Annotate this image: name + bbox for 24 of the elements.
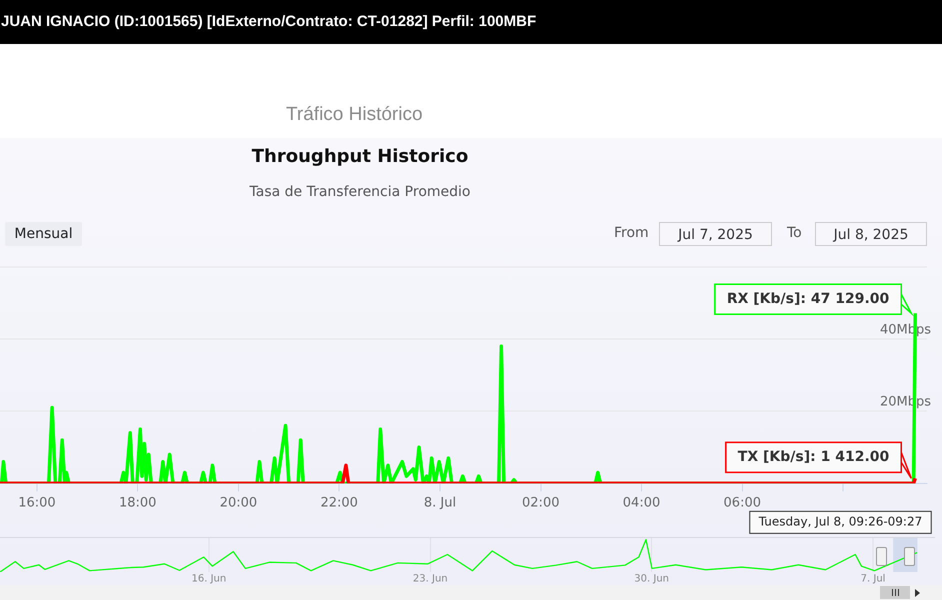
x-tick-label: 8. Jul (424, 496, 456, 511)
x-tick-label: 7. Jul (860, 574, 886, 585)
text: From (614, 225, 649, 241)
x-tick-label: 22:00 (320, 496, 358, 511)
chart-subtitle: Tasa de Transferencia Promedio (248, 184, 472, 200)
x-tick-label: 18:00 (118, 496, 156, 511)
x-tick-label: 02:00 (522, 496, 560, 511)
x-tick-label: 30. Jun (634, 574, 670, 585)
x-tick-label: 04:00 (622, 496, 660, 511)
text: Jul 8, 2025 (815, 222, 927, 246)
text: Jul 7, 2025 (659, 222, 772, 246)
x-tick-label: 06:00 (724, 496, 762, 511)
text: Tráfico Histórico (286, 104, 423, 126)
x-tick-label: 16. Jun (192, 574, 226, 585)
x-tick-label: 20:00 (220, 496, 258, 511)
text: JUAN IGNACIO (ID:1001565) [IdExterno/Contrato: CT-01282] Perfil: 100MBF (0, 0, 942, 44)
annotation: TX [Kb/s]: 1 412.00 (738, 449, 890, 466)
text: Mensual (5, 222, 82, 246)
annotation: Tuesday, Jul 8, 09:26-09:27 (758, 514, 922, 529)
text: To (787, 225, 802, 241)
x-tick-label: 23. Jun (412, 574, 448, 585)
chart-title: Throughput Historico (250, 146, 470, 167)
x-tick-label: 16:00 (18, 496, 56, 511)
annotation: RX [Kb/s]: 47 129.00 (726, 290, 890, 307)
